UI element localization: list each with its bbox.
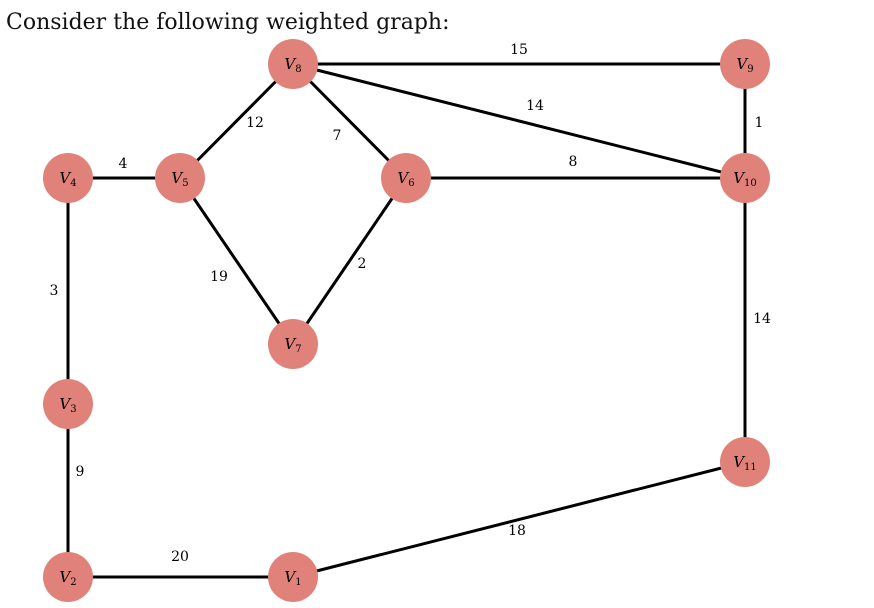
node-circle (155, 153, 205, 203)
node-label-subscript: 2 (70, 577, 76, 588)
node-label: V4 (59, 169, 76, 189)
node-label-subscript: 8 (295, 64, 301, 75)
node-label-subscript: 3 (70, 404, 76, 415)
node-v10: V10 (720, 153, 770, 203)
edge-weight-v6-v10: 8 (569, 154, 578, 170)
node-v1: V1 (268, 552, 318, 602)
node-label: V5 (171, 169, 188, 189)
node-label-subscript: 5 (182, 178, 188, 189)
node-circle (268, 39, 318, 89)
edge-weight-v8-v9: 15 (510, 42, 528, 58)
node-label-letter: V (59, 395, 72, 413)
node-v9: V9 (720, 39, 770, 89)
edge-weight-v8-v5: 12 (246, 115, 264, 131)
edges-layer (66, 62, 747, 579)
edge-weight-v8-v10: 14 (526, 98, 544, 114)
node-label-subscript: 7 (295, 344, 301, 355)
edge-v8-v10 (292, 62, 746, 180)
node-label-subscript: 4 (70, 178, 76, 189)
node-label-letter: V (397, 169, 410, 187)
node-label-letter: V (171, 169, 184, 187)
node-label: V2 (59, 568, 76, 588)
node-v4: V4 (43, 153, 93, 203)
node-label: V1 (284, 568, 301, 588)
node-label-letter: V (733, 169, 746, 187)
node-v6: V6 (381, 153, 431, 203)
edge-weight-v2-v1: 20 (171, 549, 189, 565)
edge-weight-v9-v10: 1 (755, 115, 764, 131)
edge-weight-v3-v2: 9 (76, 464, 85, 480)
node-label-subscript: 10 (744, 178, 757, 189)
edge-weight-v5-v7: 19 (210, 269, 228, 285)
edge-weight-v6-v7: 2 (358, 256, 367, 272)
node-circle (43, 153, 93, 203)
node-v3: V3 (43, 379, 93, 429)
node-circle (381, 153, 431, 203)
edge-weight-v4-v5: 4 (119, 156, 128, 172)
edge-weight-v11-v1: 18 (508, 523, 526, 539)
node-label-subscript: 6 (408, 178, 414, 189)
node-label: V7 (284, 335, 301, 355)
node-label-letter: V (736, 55, 749, 73)
node-circle (43, 552, 93, 602)
node-circle (43, 379, 93, 429)
node-v2: V2 (43, 552, 93, 602)
node-label-letter: V (284, 335, 297, 353)
node-label: V9 (736, 55, 753, 75)
node-label-letter: V (733, 453, 746, 471)
node-label-letter: V (284, 568, 297, 586)
edge-v8-v5 (178, 62, 295, 180)
node-v11: V11 (720, 437, 770, 487)
edge-v8-v6 (291, 62, 408, 180)
node-v8: V8 (268, 39, 318, 89)
node-circle (268, 319, 318, 369)
node-label: V3 (59, 395, 76, 415)
edge-v6-v7 (291, 177, 408, 345)
weights-layer: 15 14 1 12 7 8 4 19 2 3 14 9 18 20 (50, 42, 771, 565)
node-label-letter: V (284, 55, 297, 73)
node-v7: V7 (268, 319, 318, 369)
edge-v11-v1 (292, 460, 746, 579)
node-label: V8 (284, 55, 301, 75)
node-circle (720, 39, 770, 89)
node-label-subscript: 1 (295, 577, 301, 588)
node-circle (720, 153, 770, 203)
node-label: V6 (397, 169, 414, 189)
node-v5: V5 (155, 153, 205, 203)
node-circle (268, 552, 318, 602)
node-label: V11 (733, 453, 757, 473)
node-label-letter: V (59, 568, 72, 586)
page-title: Consider the following weighted graph: (6, 10, 450, 35)
edge-weight-v4-v3: 3 (50, 283, 59, 299)
node-label-subscript: 11 (744, 462, 757, 473)
edge-weight-v10-v11: 14 (753, 311, 771, 327)
edge-weight-v8-v6: 7 (333, 128, 342, 144)
node-circle (720, 437, 770, 487)
node-label: V10 (733, 169, 757, 189)
node-label-letter: V (59, 169, 72, 187)
node-label-subscript: 9 (747, 64, 753, 75)
edge-v5-v7 (178, 177, 295, 345)
